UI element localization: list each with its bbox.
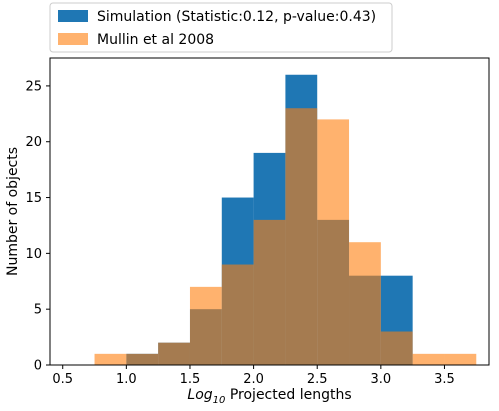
bar-series1-bin10 — [412, 353, 445, 365]
bar-series1-bin1 — [126, 353, 159, 365]
legend-label-mullin: Mullin et al 2008 — [97, 32, 214, 48]
x-axis-label-subscript: 10 — [213, 395, 226, 406]
bar-series1-bin0 — [94, 353, 127, 365]
bar-series1-bin4 — [221, 264, 254, 365]
bar-series1-bin9 — [380, 331, 413, 365]
bars-layer — [94, 74, 477, 366]
legend-frame — [49, 2, 393, 53]
y-tick-label: 20 — [25, 135, 42, 150]
y-tick-label: 0 — [34, 359, 42, 374]
bar-series1-bin5 — [253, 219, 286, 365]
x-axis-label: Log10 Projected lengths — [187, 387, 351, 406]
x-axis: 0.5 1.0 1.5 2.0 2.5 3.0 3.5 — [52, 365, 455, 387]
x-tick-label: 1.0 — [116, 372, 137, 387]
bar-series1-bin11 — [444, 353, 477, 365]
bar-series1-bin2 — [158, 342, 190, 365]
bar-series1-bin3 — [189, 286, 222, 365]
legend-swatch-simulation — [58, 10, 88, 22]
y-tick-label: 5 — [34, 303, 42, 318]
legend: Simulation (Statistic:0.12, p-value:0.43… — [49, 2, 393, 53]
x-tick-label: 3.0 — [370, 372, 391, 387]
y-tick-label: 15 — [25, 191, 42, 206]
x-tick-label: 3.5 — [434, 372, 455, 387]
y-axis: 0 5 10 15 20 25 — [25, 79, 50, 374]
plot-frame — [49, 57, 490, 366]
y-tick-label: 10 — [25, 247, 42, 262]
x-tick-label: 2.0 — [243, 372, 264, 387]
legend-label-simulation: Simulation (Statistic:0.12, p-value:0.43… — [97, 9, 376, 25]
bar-series1-bin8 — [349, 242, 381, 365]
y-tick-label: 25 — [25, 79, 42, 94]
x-axis-label-rest: Projected lengths — [225, 387, 351, 403]
x-tick-label: 0.5 — [52, 372, 73, 387]
bar-series1-bin7 — [317, 119, 350, 366]
bar-series1-bin6 — [285, 108, 318, 366]
x-axis-label-log: Log — [187, 387, 212, 403]
legend-swatch-mullin — [58, 33, 88, 45]
x-tick-label: 2.5 — [307, 372, 328, 387]
y-axis-label: Number of objects — [5, 147, 21, 276]
x-tick-label: 1.5 — [180, 372, 201, 387]
